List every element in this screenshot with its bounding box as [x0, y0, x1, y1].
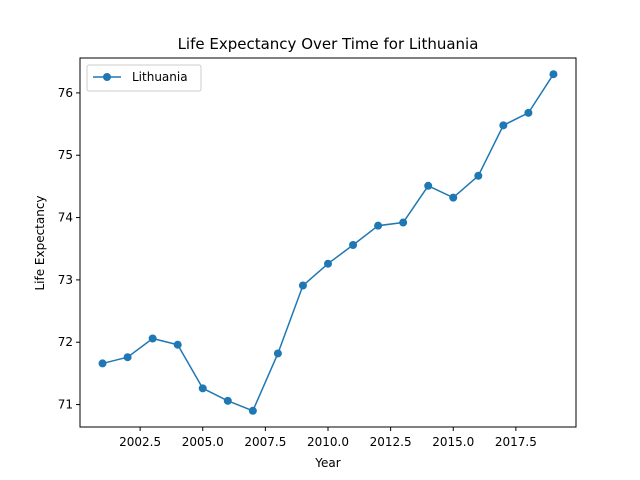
y-axis-label: Life Expectancy	[33, 195, 47, 290]
data-point	[173, 340, 182, 349]
data-point	[524, 108, 533, 117]
series-layer	[98, 70, 558, 415]
data-point	[399, 218, 408, 227]
x-tick-label: 2002.5	[119, 435, 161, 449]
data-point	[374, 221, 383, 230]
data-point	[123, 353, 132, 362]
data-point	[324, 259, 332, 268]
y-axis-ticks: 71 72 73 74 75 76	[58, 86, 80, 412]
plot-background	[80, 58, 576, 427]
y-tick-label: 75	[58, 148, 73, 162]
data-point	[273, 349, 282, 358]
x-axis-label: Year	[314, 456, 340, 470]
y-tick-label: 72	[58, 335, 73, 349]
y-tick-label: 71	[58, 398, 73, 412]
y-tick-label: 76	[58, 86, 73, 100]
plot-frame	[79, 57, 577, 428]
x-tick-label: 2017.5	[495, 435, 537, 449]
data-point	[549, 70, 558, 79]
y-tick-label: 73	[58, 273, 73, 287]
chart-title: Life Expectancy Over Time for Lithuania	[178, 35, 479, 53]
data-point	[298, 281, 307, 290]
data-point	[424, 181, 433, 190]
legend-label: Lithuania	[132, 70, 188, 84]
data-point	[474, 171, 483, 180]
legend-box	[86, 64, 202, 92]
data-point	[198, 384, 207, 393]
x-tick-label: 2015.0	[432, 435, 474, 449]
x-axis-ticks: 2002.5 2005.0 2007.5 2010.0 2012.5 2015.0 2017…	[119, 427, 537, 449]
plot-area	[80, 58, 576, 427]
data-point	[499, 121, 508, 130]
data-point	[449, 193, 458, 202]
legend: Lithuania	[86, 64, 202, 92]
data-point	[223, 396, 232, 405]
data-point	[148, 334, 157, 343]
x-tick-label: 2005.0	[182, 435, 224, 449]
x-tick-label: 2010.0	[307, 435, 349, 449]
legend-marker-swatch	[103, 73, 111, 81]
data-point	[248, 406, 257, 415]
data-point	[98, 359, 107, 368]
data-point	[349, 240, 358, 249]
x-tick-label: 2012.5	[370, 435, 412, 449]
x-tick-label: 2007.5	[244, 435, 286, 449]
y-tick-label: 74	[58, 211, 73, 225]
